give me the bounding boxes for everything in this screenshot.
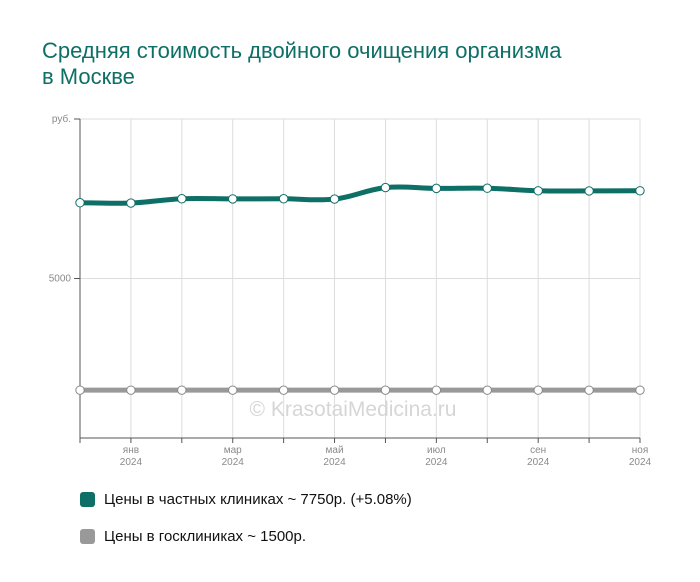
data-point-1 (635, 385, 645, 395)
tick-label-layer: руб.5000янв2024мар2024май2024июл2024сен2… (49, 113, 652, 468)
axis-layer (74, 118, 641, 443)
watermark: © KrasotaiMedicina.ru (250, 398, 457, 421)
legend: Цены в частных клиниках ~ 7750р. (+5.08%… (80, 488, 412, 562)
data-point-0 (380, 182, 391, 193)
x-tick-label-month: ноя (632, 445, 649, 456)
y-tick-label: 5000 (49, 274, 72, 285)
data-point-1 (533, 385, 543, 395)
data-point-0 (329, 194, 340, 204)
data-point-0 (126, 198, 136, 208)
legend-item-public[interactable]: Цены в госклиниках ~ 1500р. (80, 525, 412, 547)
data-point-0 (75, 198, 85, 208)
data-point-1 (126, 385, 136, 395)
data-point-0 (431, 183, 442, 194)
x-tick-label-month: сен (530, 445, 546, 456)
legend-item-private[interactable]: Цены в частных клиниках ~ 7750р. (+5.08%… (80, 488, 412, 510)
data-point-1 (482, 385, 492, 395)
data-point-1 (380, 385, 391, 395)
x-tick-label-year: 2024 (120, 457, 143, 468)
data-point-1 (584, 385, 594, 395)
data-point-1 (75, 385, 85, 395)
data-point-1 (329, 385, 340, 395)
data-point-0 (533, 186, 543, 196)
x-tick-label-month: май (326, 445, 344, 456)
x-tick-label-month: янв (123, 445, 139, 456)
legend-swatch-public (80, 528, 95, 544)
legend-label-public: Цены в госклиниках ~ 1500р. (104, 527, 307, 545)
data-point-0 (584, 186, 594, 196)
legend-label-private: Цены в частных клиниках ~ 7750р. (+5.08%… (104, 490, 412, 508)
data-point-0 (482, 183, 492, 193)
data-point-0 (228, 194, 238, 204)
x-tick-label-year: 2024 (222, 457, 245, 468)
data-point-1 (278, 385, 289, 395)
data-point-1 (228, 385, 238, 395)
x-tick-label-year: 2024 (323, 457, 346, 468)
x-tick-label-year: 2024 (425, 457, 448, 468)
data-point-0 (635, 186, 645, 196)
data-point-0 (278, 194, 289, 204)
legend-swatch-private (80, 491, 95, 507)
y-tick-label: руб. (52, 113, 71, 125)
series-line-0 (77, 184, 643, 206)
chart-title: Средняя стоимость двойного очищения орга… (42, 38, 562, 89)
data-point-0 (177, 194, 187, 204)
grid-layer (80, 118, 641, 438)
data-point-1 (177, 385, 187, 395)
x-tick-label-month: июл (427, 445, 446, 456)
series-layer (77, 184, 643, 393)
x-tick-label-year: 2024 (629, 457, 652, 468)
x-tick-label-month: мар (224, 445, 242, 456)
x-tick-label-year: 2024 (527, 457, 550, 468)
marker-layer (75, 182, 645, 395)
data-point-1 (431, 385, 442, 395)
